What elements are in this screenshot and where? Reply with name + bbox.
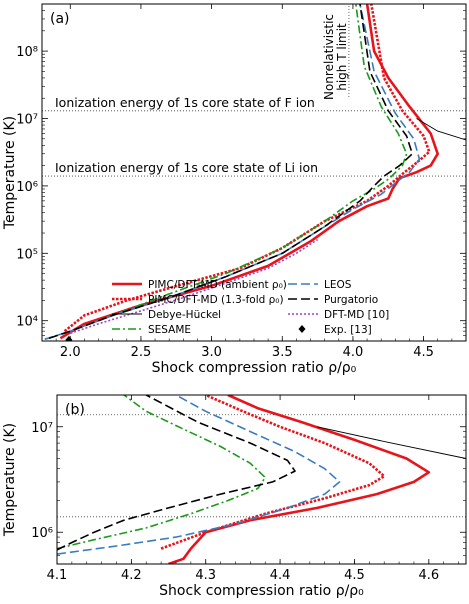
- series-line-5: [57, 395, 296, 551]
- legend-entry: LEOS: [288, 279, 352, 291]
- legend-label: PIMC/DFT-MD (ambient ρ₀): [148, 279, 287, 291]
- y-tick-label: 10⁷: [31, 421, 53, 436]
- x-tick-label: 2.5: [131, 345, 152, 360]
- legend-marker: [298, 325, 306, 333]
- series-line-2: [416, 118, 466, 141]
- x-tick-label: 4.4: [270, 568, 291, 583]
- panel-a: 2.0 2.5 3.0 3.5 4.0 4.5 10⁴ 10⁵ 10⁶ 10⁷ 10⁸ Shock c…: [2, 3, 467, 376]
- y-axis-label: Temperature (K): [2, 423, 18, 537]
- y-tick-label: 10⁷: [16, 113, 38, 128]
- series-line-3: [57, 395, 266, 550]
- series-line-0: [59, 4, 439, 340]
- x-tick-label: 4.6: [418, 568, 439, 583]
- series-line-2: [317, 426, 466, 459]
- y-axis-label: Temperature (K): [2, 116, 18, 230]
- annotation-nonrelativistic: Nonrelativistic: [322, 14, 336, 100]
- legend-entry: Debye-Hückel: [112, 309, 221, 321]
- legend-label: Purgatorio: [324, 294, 378, 306]
- legend-label: LEOS: [324, 279, 352, 291]
- legend-label: PIMC/DFT-MD (1.3-fold ρ₀): [148, 294, 284, 306]
- legend-entry: PIMC/DFT-MD (ambient ρ₀): [112, 279, 287, 291]
- x-tick-label: 4.0: [343, 345, 364, 360]
- series-line-3: [44, 4, 408, 341]
- legend-entry: Purgatorio: [288, 294, 378, 306]
- series-line-4: [57, 395, 341, 555]
- series-line-4: [44, 4, 421, 341]
- plot-frame: [56, 394, 467, 565]
- annotation-high-t-limit: high T limit: [335, 23, 349, 91]
- x-tick-label: 3.5: [272, 345, 293, 360]
- annotation-f-ion: Ionization energy of 1s core state of F …: [55, 95, 315, 110]
- x-tick-label: 2.0: [60, 345, 81, 360]
- x-tick-label: 3.0: [201, 345, 222, 360]
- series-line-5: [48, 4, 414, 339]
- x-tick-label: 4.1: [47, 568, 68, 583]
- legend: PIMC/DFT-MD (ambient ρ₀) PIMC/DFT-MD (1.3…: [112, 279, 389, 336]
- series-line-6: [70, 238, 319, 335]
- panel-b: 4.1 4.2 4.3 4.4 4.5 4.6 10⁶ 10⁷ Shock compressio…: [2, 394, 467, 599]
- legend-label: DFT-MD [10]: [324, 309, 389, 321]
- legend-label: Exp. [13]: [324, 324, 372, 336]
- legend-entry: SESAME: [112, 324, 191, 336]
- panel-label: (a): [50, 11, 70, 27]
- y-tick-label: 10⁶: [31, 526, 53, 541]
- y-tick-label: 10⁵: [16, 247, 38, 262]
- legend-entry: Exp. [13]: [298, 324, 372, 336]
- x-tick-label: 4.2: [121, 568, 142, 583]
- series-line-1: [160, 395, 386, 550]
- y-tick-label: 10⁶: [16, 180, 38, 195]
- x-axis-label: Shock compression ratio ρ/ρ₀: [159, 583, 364, 599]
- series-line-1: [63, 4, 431, 333]
- x-tick-label: 4.3: [195, 568, 216, 583]
- legend-label: Debye-Hückel: [148, 309, 221, 321]
- y-tick-label: 10⁸: [16, 45, 38, 60]
- x-axis-label: Shock compression ratio ρ/ρ₀: [152, 360, 357, 376]
- y-tick-label: 10⁴: [16, 315, 38, 330]
- x-tick-label: 4.5: [413, 345, 434, 360]
- exp-data-point: [65, 335, 73, 341]
- panel-label: (b): [65, 402, 85, 418]
- legend-entry: DFT-MD [10]: [288, 309, 389, 321]
- legend-label: SESAME: [148, 324, 191, 336]
- x-tick-label: 4.5: [344, 568, 365, 583]
- annotation-li-ion: Ionization energy of 1s core state of Li…: [55, 160, 318, 175]
- legend-entry: PIMC/DFT-MD (1.3-fold ρ₀): [112, 294, 284, 306]
- series-line-0: [168, 395, 431, 564]
